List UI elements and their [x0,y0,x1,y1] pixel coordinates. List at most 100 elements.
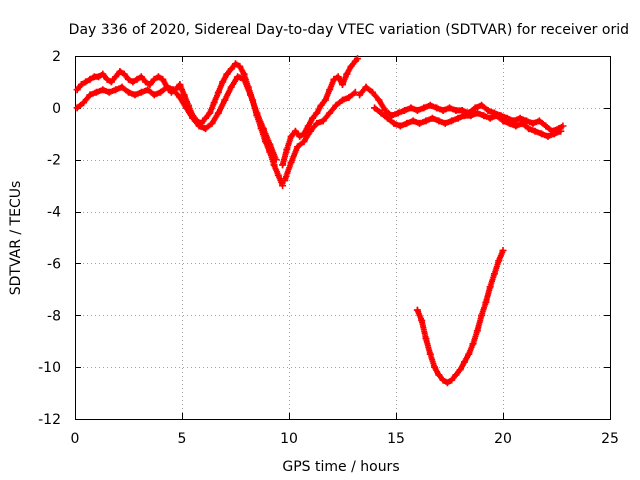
data-point [433,104,441,112]
data-point [232,60,239,68]
data-point [435,371,443,379]
y-tick-label: 0 [52,101,61,117]
data-point [73,86,81,94]
data-point [353,55,361,63]
data-point [210,99,218,107]
data-point [131,91,139,99]
data-point [557,127,565,135]
data-point [473,109,481,117]
data-point [112,73,120,81]
data-point [112,86,120,94]
data-point [443,379,451,387]
data-point [544,132,552,140]
data-point [223,70,231,78]
data-point [144,86,152,94]
data-point [202,114,210,122]
data-point [505,119,513,127]
data-point [214,88,222,96]
series-track-3 [279,55,361,169]
data-point [180,91,188,99]
data-point [345,93,353,101]
grid-lines [75,56,610,419]
data-point [347,62,355,70]
data-point [401,106,409,114]
data-point [439,376,447,384]
data-point [465,350,473,358]
data-point [283,145,291,153]
data-point [92,88,100,96]
data-point [368,88,376,96]
data-point [330,75,338,83]
data-point [535,117,543,125]
data-point [473,327,481,335]
data-point [154,73,162,81]
data-point [458,106,466,114]
data-point [422,335,430,343]
marker-trace [414,249,506,386]
data-point [309,114,317,122]
data-point [426,350,434,358]
data-point [206,109,214,117]
y-tick-label: 2 [52,49,61,65]
data-point [195,122,203,130]
y-tick-label: -2 [47,153,61,169]
data-point [313,119,321,127]
data-point [486,283,494,291]
data-point [460,112,468,120]
data-point [189,114,197,122]
data-point [478,311,486,319]
data-point [86,91,94,99]
data-point [339,96,346,104]
data-point [362,83,370,91]
data-point [460,358,468,366]
data-point [559,122,567,130]
y-tick-labels: -12 -10 -8 -6 -4 -2 0 2 [38,49,61,428]
data-point [334,73,342,81]
data-point [426,101,434,109]
data-point [454,114,462,122]
data-point [518,119,526,127]
data-point [452,106,460,114]
data-point [227,65,235,73]
y-tick-label: -10 [38,360,61,376]
series-track-6 [371,104,565,140]
data-point [236,62,244,70]
y-axis-label: SDTVAR / TECUs [8,181,24,296]
data-point [253,109,261,117]
data-point [550,130,558,138]
data-point [383,114,391,122]
data-point [431,363,439,371]
data-point [394,109,402,117]
data-point [448,117,456,125]
data-point [486,114,494,122]
data-point [279,182,287,190]
data-point [129,78,137,86]
data-point [418,316,426,324]
data-point [294,143,302,151]
data-point [409,117,417,125]
data-point [182,104,190,112]
data-point [266,140,274,148]
data-point [499,246,507,254]
data-point [137,88,145,96]
data-point [118,83,126,91]
data-point [448,376,456,384]
data-point [272,156,280,164]
plot-frame [75,56,611,420]
data-point [150,75,158,83]
data-point [413,106,421,114]
data-point [133,75,141,83]
data-point [413,306,421,314]
data-point [120,70,128,78]
series-track-5 [356,83,567,135]
data-point [176,93,184,101]
data-point [86,75,94,83]
data-point [531,127,539,135]
data-point [495,257,503,265]
data-point [326,109,334,117]
data-point [82,78,90,86]
x-tick-label: 20 [494,431,512,447]
data-point [221,96,229,104]
data-point [467,112,475,120]
